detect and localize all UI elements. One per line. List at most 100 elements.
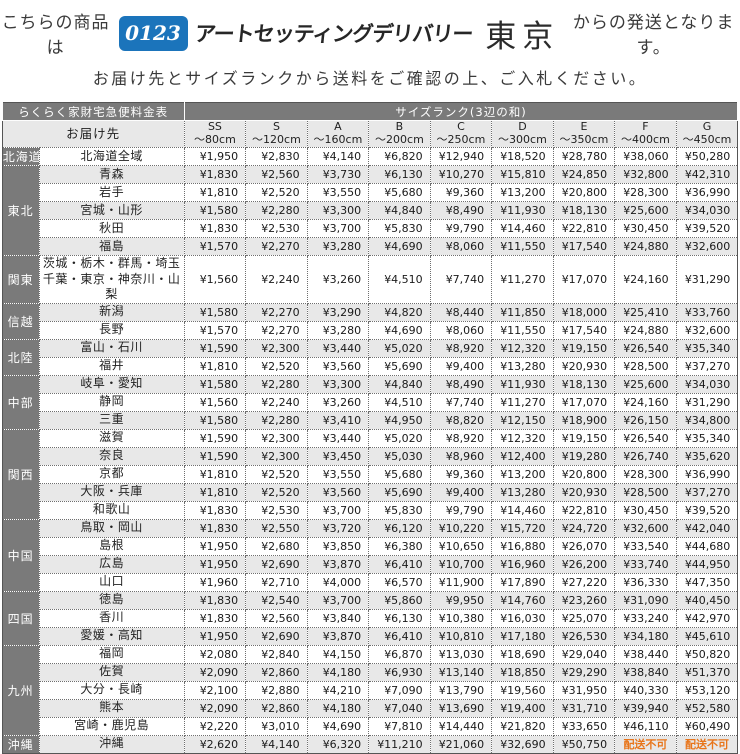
price-cell: ¥35,340: [675, 338, 739, 358]
price-cell: ¥26,200: [552, 554, 616, 574]
price-cell: ¥2,300: [245, 338, 308, 358]
price-cell: ¥31,290: [675, 255, 739, 304]
price-cell: ¥42,970: [675, 608, 739, 628]
size-column-header: C ～250cm: [429, 120, 493, 148]
price-cell: ¥2,240: [245, 255, 308, 304]
price-cell: ¥10,270: [429, 165, 493, 184]
price-cell: ¥11,270: [491, 255, 554, 304]
price-cell: ¥32,600: [675, 320, 739, 340]
price-cell: ¥2,680: [245, 536, 308, 556]
price-cell: ¥47,350: [675, 572, 739, 592]
price-cell: ¥2,880: [245, 680, 308, 700]
price-cell: ¥28,500: [614, 482, 677, 502]
price-cell: ¥2,830: [245, 147, 308, 166]
price-cell: ¥4,510: [368, 392, 431, 412]
price-cell: ¥2,520: [245, 356, 308, 376]
price-cell: ¥11,850: [491, 302, 554, 322]
price-cell: ¥1,560: [183, 392, 247, 412]
rate-row: 宮城・山形 ¥1,580 ¥2,280 ¥3,300 ¥4,840 ¥8,490 ¥11,9…: [2, 201, 739, 220]
region-cell: 関西: [1, 428, 40, 520]
rate-row: 宮崎・鹿児島 ¥2,220 ¥3,010 ¥4,690 ¥7,810 ¥14,440 ¥21…: [2, 716, 739, 736]
rate-row: 京都 ¥1,810 ¥2,520 ¥3,550 ¥5,680 ¥9,360 ¥13,200 ¥…: [2, 464, 739, 484]
price-cell: ¥33,240: [614, 608, 677, 628]
price-cell: ¥8,060: [429, 237, 493, 256]
price-cell: ¥3,720: [306, 518, 370, 538]
price-cell: ¥8,440: [429, 302, 493, 322]
price-cell: ¥39,940: [614, 698, 677, 718]
price-cell: ¥3,280: [306, 237, 370, 256]
price-cell: ¥2,560: [245, 608, 308, 628]
price-cell: ¥13,200: [491, 183, 554, 202]
price-cell: ¥8,490: [429, 374, 493, 394]
price-cell: ¥11,550: [491, 320, 554, 340]
price-cell: ¥19,280: [552, 446, 616, 466]
destination-cell: 福島: [38, 237, 185, 256]
price-cell: ¥36,990: [675, 183, 739, 202]
price-cell: ¥1,950: [183, 147, 247, 166]
not-available-cell: 配送不可: [614, 734, 677, 754]
price-cell: ¥38,840: [614, 662, 677, 682]
rate-row: 北海道 北海道全域 ¥1,950 ¥2,830 ¥4,140 ¥6,820 ¥12,940 ¥…: [1, 147, 739, 166]
rate-row: 四国 徳島 ¥1,830 ¥2,540 ¥3,700 ¥5,860 ¥9,950 ¥14,76…: [1, 590, 739, 646]
rate-row: 東北 青森 ¥1,830 ¥2,560 ¥3,730 ¥6,130 ¥10,270 ¥15,8…: [1, 165, 739, 256]
price-cell: ¥15,720: [491, 518, 554, 538]
price-cell: ¥5,680: [368, 464, 431, 484]
rates-tbody: 北海道 北海道全域 ¥1,950 ¥2,830 ¥4,140 ¥6,820 ¥12,940 ¥…: [1, 147, 739, 754]
price-cell: ¥1,580: [183, 374, 247, 394]
price-cell: ¥5,030: [368, 446, 431, 466]
price-cell: ¥28,300: [614, 464, 677, 484]
price-cell: ¥4,210: [306, 680, 370, 700]
price-cell: ¥8,920: [429, 338, 493, 358]
price-cell: ¥1,570: [183, 237, 247, 256]
price-cell: ¥3,300: [306, 374, 370, 394]
price-cell: ¥45,610: [675, 626, 739, 646]
region-cell: 中国: [1, 518, 40, 592]
price-cell: ¥50,820: [675, 644, 739, 664]
price-cell: ¥4,510: [368, 255, 431, 304]
price-cell: ¥10,220: [429, 518, 493, 538]
price-cell: ¥3,290: [306, 302, 370, 322]
price-cell: ¥3,300: [306, 201, 370, 220]
price-cell: ¥24,880: [614, 320, 677, 340]
price-cell: ¥3,870: [306, 554, 370, 574]
price-cell: ¥6,320: [306, 734, 370, 754]
price-cell: ¥40,330: [614, 680, 677, 700]
price-cell: ¥2,520: [245, 464, 308, 484]
not-available-cell: 配送不可: [675, 734, 739, 754]
price-cell: ¥1,580: [183, 410, 247, 430]
price-cell: ¥24,720: [552, 518, 616, 538]
price-cell: ¥18,850: [491, 662, 554, 682]
price-cell: ¥38,440: [614, 644, 677, 664]
price-cell: ¥2,240: [245, 392, 308, 412]
price-cell: ¥1,810: [183, 356, 247, 376]
price-cell: ¥28,780: [552, 147, 616, 166]
price-cell: ¥19,150: [552, 338, 616, 358]
price-cell: ¥2,270: [245, 302, 308, 322]
price-cell: ¥10,380: [429, 608, 493, 628]
price-cell: ¥17,890: [491, 572, 554, 592]
price-cell: ¥1,590: [183, 338, 247, 358]
price-cell: ¥11,270: [491, 392, 554, 412]
price-cell: ¥13,790: [429, 680, 493, 700]
price-cell: ¥4,840: [368, 374, 431, 394]
rate-row: 和歌山 ¥1,830 ¥2,530 ¥3,700 ¥5,830 ¥9,790 ¥14,460…: [2, 500, 739, 520]
price-cell: ¥18,130: [552, 374, 616, 394]
price-cell: ¥24,850: [552, 165, 616, 184]
region-cell: 九州: [1, 644, 40, 736]
price-cell: ¥17,540: [552, 237, 616, 256]
price-cell: ¥8,960: [429, 446, 493, 466]
logo-city-label: 東京: [485, 18, 560, 55]
destination-cell: 福井: [38, 356, 185, 376]
region-cell: 関東: [1, 255, 40, 304]
price-cell: ¥6,380: [368, 536, 431, 556]
rate-row: 秋田 ¥1,830 ¥2,530 ¥3,700 ¥5,830 ¥9,790 ¥14,460 ¥…: [2, 219, 739, 238]
price-cell: ¥2,300: [245, 428, 308, 448]
price-cell: ¥24,160: [614, 392, 677, 412]
price-cell: ¥5,690: [368, 356, 431, 376]
price-cell: ¥3,010: [245, 716, 308, 736]
destination-cell: 北海道全域: [38, 147, 185, 166]
price-cell: ¥5,830: [368, 500, 431, 520]
price-cell: ¥1,580: [183, 302, 247, 322]
destination-cell: 岐阜・愛知: [38, 374, 185, 394]
rate-row: 広島 ¥1,950 ¥2,690 ¥3,870 ¥6,410 ¥10,700 ¥16,960…: [2, 554, 739, 574]
